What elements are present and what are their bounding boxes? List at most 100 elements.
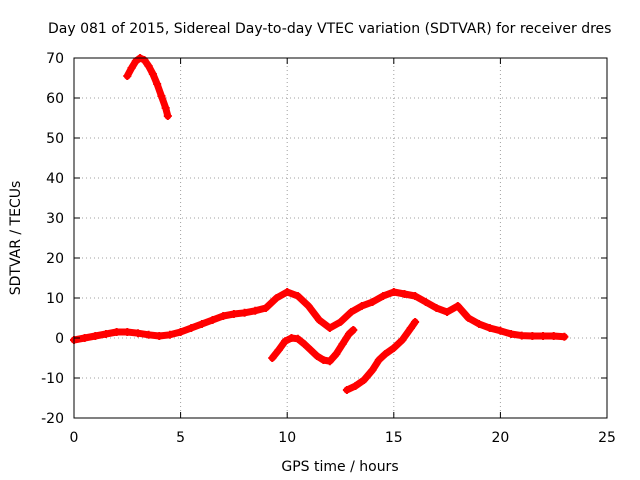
data-point <box>539 332 548 340</box>
data-point <box>161 104 170 112</box>
data-point <box>101 330 110 338</box>
data-point <box>144 62 153 70</box>
data-point <box>389 288 398 296</box>
data-point <box>374 356 383 364</box>
data-point <box>240 308 249 317</box>
data-point <box>304 302 313 310</box>
y-tick-label: 60 <box>46 91 64 107</box>
data-point <box>560 332 569 341</box>
data-point <box>432 304 441 312</box>
data-point <box>176 328 185 336</box>
series-main-trace <box>70 288 569 344</box>
data-point <box>345 330 354 338</box>
data-point <box>398 336 407 344</box>
data-point <box>148 70 157 78</box>
data-point <box>421 298 430 306</box>
data-point <box>283 288 292 296</box>
data-point <box>485 324 494 332</box>
data-point <box>325 324 334 332</box>
data-point <box>208 316 217 324</box>
data-point <box>411 318 420 326</box>
y-tick-labels: -20 -10 0 10 20 30 40 50 60 70 <box>41 51 64 427</box>
data-point <box>163 112 172 120</box>
data-point <box>219 312 228 320</box>
data-point <box>347 308 356 316</box>
series-line <box>268 326 357 365</box>
data-point <box>443 308 452 316</box>
data-point <box>368 366 377 374</box>
data-point <box>336 318 345 326</box>
data-point <box>112 328 121 336</box>
y-tick-label: 20 <box>46 251 64 267</box>
data-point <box>379 292 388 300</box>
data-point <box>144 330 153 339</box>
y-tick-label: 70 <box>46 51 64 67</box>
series-early-arc <box>123 54 172 120</box>
data-point <box>332 350 341 358</box>
data-point <box>133 329 142 338</box>
data-point <box>123 328 132 336</box>
plot-frame <box>73 57 608 419</box>
data-point <box>123 72 132 80</box>
data-point <box>272 294 281 302</box>
data-point <box>165 330 174 339</box>
data-point <box>268 354 277 362</box>
data-point <box>406 324 415 332</box>
y-tick-label: -20 <box>41 411 64 427</box>
data-point <box>381 350 390 358</box>
data-point <box>313 352 322 360</box>
series-dip-trace <box>268 326 358 366</box>
x-axis-label: GPS time / hours <box>281 459 398 475</box>
data-point <box>197 320 206 328</box>
data-point <box>549 332 558 340</box>
data-point <box>91 332 100 340</box>
data-point <box>411 292 420 300</box>
series-rising-trace <box>342 318 420 394</box>
x-tick-label: 15 <box>385 430 403 446</box>
x-tick-label: 0 <box>70 430 79 446</box>
data-point <box>293 334 302 343</box>
data-point <box>368 298 377 306</box>
data-point <box>475 320 484 328</box>
data-point <box>464 314 473 322</box>
data-point <box>127 64 136 72</box>
data-point <box>251 306 260 315</box>
y-tick-label: 50 <box>46 131 64 147</box>
data-point <box>517 331 526 340</box>
plot-series <box>70 54 569 394</box>
data-point <box>357 302 366 310</box>
data-point <box>187 324 196 332</box>
data-point <box>319 356 328 364</box>
data-point <box>349 326 358 334</box>
data-point <box>338 340 347 348</box>
y-tick-label: -10 <box>41 371 64 387</box>
y-tick-label: 30 <box>46 211 64 227</box>
data-point <box>325 357 334 366</box>
x-tick-label: 25 <box>598 430 616 446</box>
data-point <box>351 382 360 390</box>
data-point <box>359 376 368 384</box>
data-point <box>153 80 162 88</box>
axis-ticks <box>73 57 608 419</box>
y-tick-label: 0 <box>55 331 64 347</box>
data-point <box>315 316 324 324</box>
data-point <box>229 310 238 318</box>
data-point <box>306 346 315 354</box>
x-tick-label: 10 <box>278 430 296 446</box>
gridlines <box>74 58 607 418</box>
data-point <box>400 290 409 298</box>
data-point <box>528 332 537 340</box>
series-line <box>343 318 419 394</box>
data-point <box>80 334 89 342</box>
data-point <box>496 326 505 335</box>
data-point <box>155 332 164 340</box>
data-point <box>300 340 309 348</box>
data-point <box>140 56 149 64</box>
y-tick-label: 40 <box>46 171 64 187</box>
data-point <box>261 304 270 312</box>
y-tick-label: 10 <box>46 291 64 307</box>
x-tick-labels: 0 5 10 15 20 25 <box>70 430 616 446</box>
data-point <box>274 346 283 354</box>
y-axis-label: SDTVAR / TECUs <box>8 181 24 296</box>
